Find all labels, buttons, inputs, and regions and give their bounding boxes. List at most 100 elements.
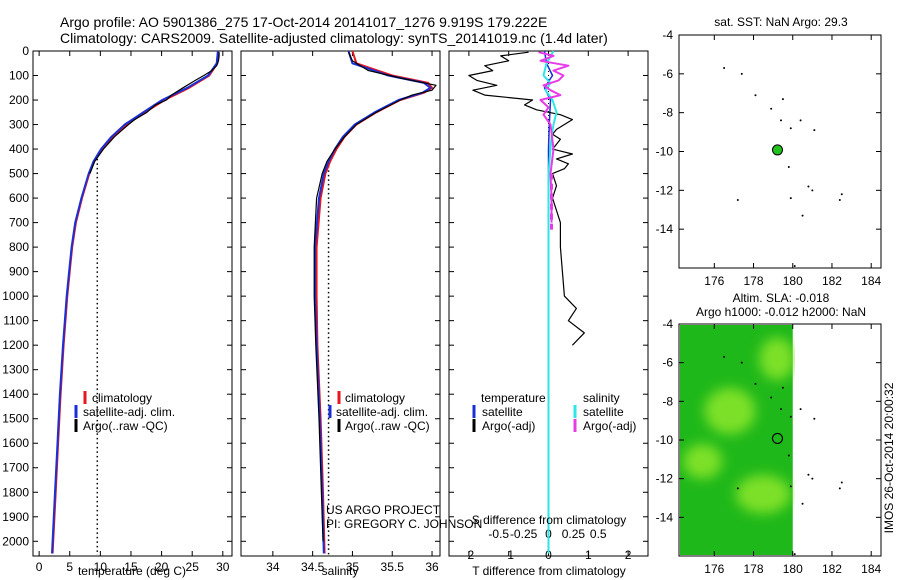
x-tick-label: 178 — [744, 274, 764, 288]
island-dot — [807, 185, 810, 188]
x-tick-label: 34 — [266, 560, 280, 574]
differences-t-label: T difference from climatology — [472, 564, 626, 578]
y-tick-label: 300 — [9, 118, 29, 132]
x-tick-label: 34.5 — [301, 560, 325, 574]
sla-heatmap-patch — [682, 443, 723, 479]
y-tick-label: 800 — [9, 240, 29, 254]
series-line-satellite-adj-clim- — [51, 50, 219, 554]
island-dot — [799, 408, 802, 411]
credits-line-1: US ARGO PROJECT — [326, 503, 441, 517]
series-line-argo-raw-qc- — [89, 52, 220, 174]
y-tick-label: 100 — [9, 69, 29, 83]
temperature-legend: climatology satellite-adj. clim. Argo(..… — [74, 391, 175, 433]
island-dot — [840, 193, 843, 196]
y-tick-label: 1900 — [2, 510, 29, 524]
differences-legend: temperature salinity satellite Argo(-adj… — [472, 391, 636, 433]
island-dot — [801, 214, 804, 217]
island-dot — [813, 417, 816, 420]
salinity-x-label: salinity — [322, 564, 359, 578]
y-tick-label: 600 — [9, 191, 29, 205]
island-dot — [838, 199, 841, 202]
sla-heatmap-patch — [735, 474, 791, 514]
island-dot — [813, 129, 816, 132]
sst-map-title: sat. SST: NaN Argo: 29.3 — [714, 15, 848, 29]
y-tick-label: 1500 — [2, 412, 29, 426]
y-tick-label: -12 — [656, 183, 674, 197]
island-dot — [740, 361, 743, 364]
y-tick-label: 1400 — [2, 387, 29, 401]
temperature-plot-frame — [32, 50, 233, 557]
x-tick-label: 30 — [216, 560, 230, 574]
island-dot — [789, 197, 792, 200]
island-dot — [801, 502, 804, 505]
y-tick-label: 1600 — [2, 436, 29, 450]
island-dot — [723, 355, 726, 358]
y-tick-label: 1800 — [2, 485, 29, 499]
x-tick-label: 184 — [861, 274, 881, 288]
sla-map-panel: Altim. SLA: -0.018 Argo h1000: -0.012 h2… — [656, 291, 882, 576]
y-tick-label: 1300 — [2, 363, 29, 377]
island-dot — [781, 98, 784, 101]
y-tick-label: 1100 — [3, 314, 29, 328]
legend-label-salinity-satellite: satellite — [583, 405, 624, 419]
legend-label-climatology: climatology — [345, 391, 405, 405]
temperature-x-label: temperature (deg C) — [78, 564, 186, 578]
y-tick-label: -8 — [662, 106, 673, 120]
float-position-marker — [771, 144, 783, 156]
y-tick-label: -4 — [662, 28, 673, 42]
y-tick-label: 500 — [9, 167, 29, 181]
y-tick-label: 0 — [22, 44, 29, 58]
legend-label-salinity-argo: Argo(-adj) — [583, 419, 636, 433]
island-dot — [787, 166, 790, 169]
y-tick-label: -14 — [656, 222, 674, 236]
island-dot — [789, 415, 792, 418]
island-dot — [779, 408, 782, 411]
island-dot — [736, 199, 739, 202]
y-tick-label: 700 — [9, 216, 29, 230]
legend-label-argo: Argo(..raw -QC) — [345, 419, 430, 433]
series-line-salinity-argo-adj- — [538, 51, 570, 223]
x-tick-label: 5 — [66, 560, 73, 574]
legend-label-satellite: satellite-adj. clim. — [336, 405, 428, 419]
x-tick-label: 178 — [744, 562, 764, 576]
x-tick-label-s: 0.5 — [590, 527, 607, 541]
series-line-climatology — [315, 50, 433, 554]
x-tick-label: 182 — [822, 562, 842, 576]
x-tick-label: 180 — [783, 562, 803, 576]
sla-heatmap-highlights — [682, 337, 795, 514]
island-dot — [754, 382, 757, 385]
island-dot — [770, 396, 773, 399]
differences-s-label: S difference from climatology — [472, 513, 627, 527]
island-dot — [770, 107, 773, 110]
island-dot — [793, 265, 796, 268]
legend-label-argo: Argo(..raw -QC) — [83, 419, 168, 433]
legend-label-climatology: climatology — [92, 391, 152, 405]
island-dot — [736, 487, 739, 490]
legend-label-satellite: satellite-adj. clim. — [83, 405, 175, 419]
x-tick-label: 182 — [822, 274, 842, 288]
x-tick-label: 20 — [155, 560, 169, 574]
island-dot — [723, 67, 726, 70]
legend-header-temperature: temperature — [481, 391, 546, 405]
island-dot — [789, 485, 792, 488]
y-tick-label: -6 — [662, 356, 673, 370]
x-tick-label: 36 — [425, 560, 439, 574]
x-tick-label-s: -0.5 — [488, 527, 509, 541]
series-line-climatology — [51, 50, 220, 554]
float-position-marker — [771, 432, 784, 445]
island-dot — [811, 189, 814, 192]
y-tick-label: 200 — [9, 93, 29, 107]
y-tick-label: 1700 — [2, 461, 29, 475]
island-dot — [811, 477, 814, 480]
island-dot — [840, 481, 843, 484]
y-tick-label: 1200 — [2, 338, 29, 352]
y-tick-label: 400 — [9, 142, 29, 156]
island-dot — [754, 94, 757, 97]
x-tick-label: 176 — [704, 562, 724, 576]
salinity-panel: 34 34.5 35 35.5 36 climatology satellite-adj… — [240, 50, 482, 578]
x-tick-label-t: 2 — [625, 548, 632, 562]
island-dot — [807, 473, 810, 476]
x-tick-label: 35.5 — [381, 560, 405, 574]
x-tick-label: 10 — [94, 560, 108, 574]
